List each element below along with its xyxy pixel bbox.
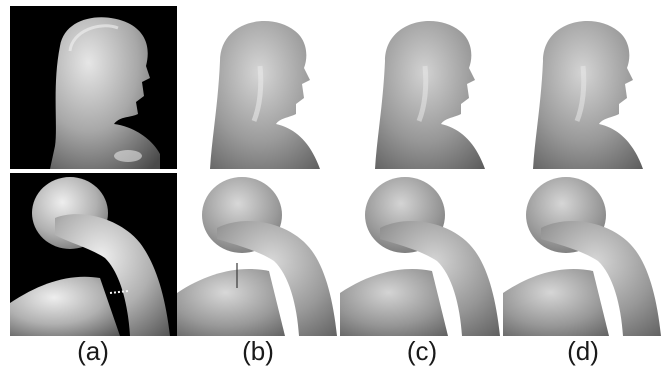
panel-a-top <box>10 6 177 169</box>
panel-d-top <box>515 6 660 169</box>
caption-d: (d) <box>567 336 599 366</box>
figure-arm-pose-icon <box>503 177 661 336</box>
panel-b-top <box>190 6 340 169</box>
panel-c-bottom <box>340 173 503 336</box>
bust-head-icon <box>210 21 320 169</box>
figure-arm-pose-icon <box>10 177 170 336</box>
panel-c-top <box>355 6 505 169</box>
bust-head-icon <box>50 17 160 169</box>
bust-head-icon <box>533 21 643 169</box>
panel-a-bottom <box>10 173 177 336</box>
caption-a: (a) <box>77 336 109 366</box>
panel-b-bottom <box>177 173 340 336</box>
caption-b: (b) <box>242 336 274 366</box>
panel-d-bottom <box>503 173 662 336</box>
figure-arm-pose-icon <box>340 177 500 336</box>
figure-arm-pose-icon <box>177 177 337 336</box>
caption-c: (c) <box>406 336 438 366</box>
bust-head-icon <box>375 21 485 169</box>
